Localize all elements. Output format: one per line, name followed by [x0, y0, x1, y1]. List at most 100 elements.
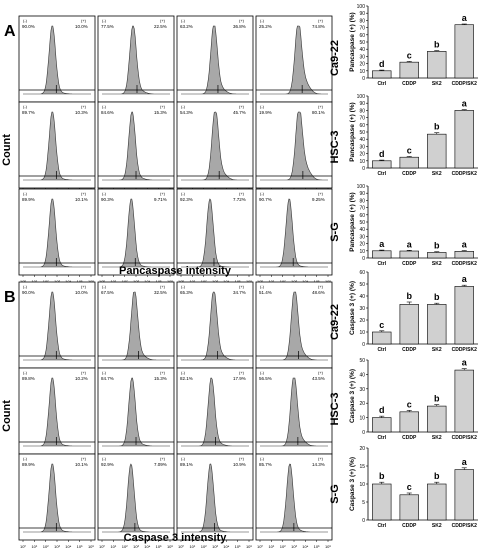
axis-tick-label: 10⁴ [144, 544, 150, 549]
bar [454, 110, 474, 169]
gate-label-pos: (+) [81, 18, 87, 23]
axis-tick-label: 10² [280, 279, 286, 284]
axis-tick-label: 10⁶ [246, 279, 252, 284]
axis-tick-label: 10⁶ [88, 279, 94, 284]
significance-letter: b [434, 471, 440, 481]
percent-positive: 22.5% [154, 24, 167, 29]
gate-label-neg: (-) [260, 191, 265, 196]
axis-tick-label: 10¹ [31, 544, 37, 549]
row-label: Ca9-22 [329, 40, 341, 76]
histogram-curve [181, 291, 249, 361]
bar [427, 133, 447, 169]
flow-histogram-panel [18, 101, 96, 190]
flow-histogram-panel [18, 15, 96, 104]
histogram-curve [23, 25, 91, 95]
gate-label-pos: (+) [81, 191, 87, 196]
axis-tick-label: 10⁰ [99, 279, 105, 284]
significance-letter: b [434, 122, 440, 132]
flow-histogram-panel [255, 281, 333, 370]
y-tick-label: 100 [357, 4, 366, 10]
y-axis-title: Pancaspase (+) (%) [349, 192, 356, 251]
axis-tick-label: 10² [43, 279, 49, 284]
gate-label-neg: (-) [102, 104, 107, 109]
gate-label-pos: (+) [318, 18, 324, 23]
y-tick-label: 60 [359, 123, 365, 129]
bar [372, 417, 392, 433]
axis-tick-label: 10⁴ [302, 544, 308, 549]
y-tick-label: 90 [359, 191, 365, 197]
axis-tick-label: 10⁰ [20, 544, 26, 549]
bar [454, 469, 474, 521]
histogram-curve [23, 291, 91, 361]
percent-negative: 89.8% [22, 376, 35, 381]
histogram-curve [23, 463, 91, 533]
axis-tick-label: 10³ [133, 279, 139, 284]
y-tick-label: 50 [359, 40, 365, 46]
y-tick-label: 40 [359, 137, 365, 143]
axis-tick-label: 10³ [291, 279, 297, 284]
axis-tick-label: 10² [122, 544, 128, 549]
y-tick-label: 20 [359, 152, 365, 158]
y-axis-title: Caspase 3 (+) (%) [349, 457, 356, 511]
axis-tick-label: 10⁵ [314, 544, 320, 549]
x-axis-title: Caspase 3 intensity [124, 532, 228, 544]
gate-label-neg: (-) [102, 284, 107, 289]
x-tick-label: Ctrl [377, 171, 386, 177]
flow-histogram-panel [176, 453, 254, 542]
gate-label-pos: (+) [160, 191, 166, 196]
significance-letter: a [379, 239, 385, 249]
gate-label-neg: (-) [260, 104, 265, 109]
axis-tick-label: 10⁶ [325, 279, 331, 284]
axis-tick-label: 10⁰ [178, 279, 184, 284]
y-tick-label: 0 [362, 430, 365, 436]
percent-negative: 84.6% [101, 110, 114, 115]
gate-label-pos: (+) [81, 456, 87, 461]
percent-negative: 84.7% [101, 376, 114, 381]
x-tick-label: SK2 [432, 347, 442, 353]
axis-tick-label: 10¹ [31, 279, 37, 284]
x-tick-label: CDDP [402, 435, 417, 441]
bar-chart [366, 447, 478, 521]
y-tick-label: 20 [359, 446, 365, 452]
percent-positive: 7.09% [154, 462, 167, 467]
bar [399, 156, 419, 169]
gate-label-neg: (-) [23, 191, 28, 196]
percent-negative: 25.2% [259, 24, 272, 29]
y-tick-label: 70 [359, 26, 365, 32]
gate-label-pos: (+) [318, 191, 324, 196]
x-axis-title: Pancaspase intensity [119, 265, 232, 277]
histogram-curve [181, 377, 249, 447]
axis-tick-label: 10⁴ [223, 279, 229, 284]
y-tick-label: 30 [359, 54, 365, 60]
y-tick-label: 20 [359, 242, 365, 248]
y-tick-label: 70 [359, 116, 365, 122]
flow-histogram-panel [18, 367, 96, 456]
percent-positive: 36.8% [233, 24, 246, 29]
gate-label-pos: (+) [239, 456, 245, 461]
y-tick-label: 30 [359, 387, 365, 393]
significance-letter: a [462, 274, 468, 284]
y-tick-label: 50 [359, 130, 365, 136]
percent-positive: 14.3% [312, 462, 325, 467]
axis-tick-label: 10¹ [110, 279, 116, 284]
bar [372, 250, 392, 259]
row-label: S-G [329, 484, 341, 504]
percent-positive: 48.6% [312, 290, 325, 295]
percent-negative: 65.3% [180, 290, 193, 295]
y-tick-label: 20 [359, 318, 365, 324]
percent-negative: 90.3% [101, 197, 114, 202]
x-tick-label: SK2 [432, 261, 442, 267]
x-tick-label: Ctrl [377, 81, 386, 87]
percent-positive: 10.0% [75, 24, 88, 29]
bar [372, 331, 392, 345]
y-axis-title: Pancaspase (+) (%) [349, 12, 356, 71]
percent-negative: 54.3% [180, 110, 193, 115]
flow-histogram-panel [97, 188, 175, 277]
significance-letter: b [434, 40, 440, 50]
row-label: HSC-3 [329, 130, 341, 163]
percent-negative: 90.0% [22, 24, 35, 29]
significance-letter: b [407, 291, 413, 301]
axis-tick-label: 10⁴ [65, 279, 71, 284]
gate-label-neg: (-) [102, 456, 107, 461]
